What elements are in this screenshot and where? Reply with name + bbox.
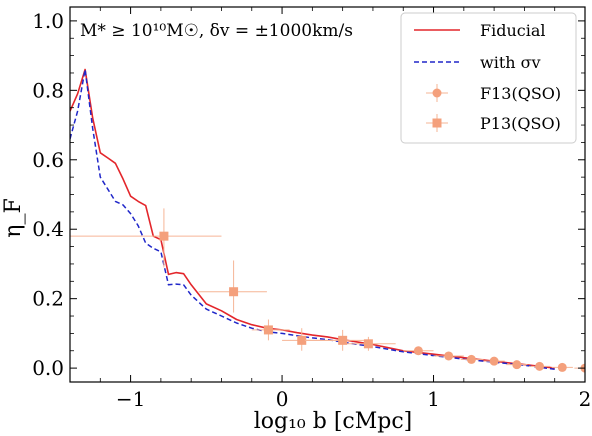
- legend-box: [400, 12, 577, 144]
- y-axis-title: η_F: [1, 198, 26, 237]
- data-point-p13: [263, 325, 273, 335]
- data-point-f13: [444, 351, 454, 361]
- legend: Fiducial with σv F13(QSO) P13(QSO): [400, 12, 577, 144]
- legend-marker-p13: [432, 118, 442, 128]
- legend-label-fiducial: Fiducial: [480, 21, 546, 40]
- data-point-p13: [363, 339, 373, 349]
- y-tick-label: 0.8: [32, 78, 64, 102]
- annotation-text: M* ≥ 10¹⁰M☉, δv = ±1000km/s: [80, 21, 353, 41]
- x-axis-title: log₁₀ b [cMpc]: [254, 409, 413, 434]
- legend-marker-f13: [432, 88, 442, 98]
- x-tick-label: 0: [276, 387, 289, 411]
- y-tick-label: 0.6: [32, 148, 64, 172]
- legend-label-with-sigma: with σv: [480, 53, 541, 72]
- data-point-p13: [338, 335, 348, 345]
- series-layer: [70, 68, 555, 370]
- data-point-f13: [489, 356, 499, 366]
- data-point-f13: [535, 361, 545, 371]
- x-tick-label: 1: [427, 387, 440, 411]
- data-point-f13: [466, 354, 476, 364]
- data-point-f13: [557, 362, 567, 372]
- series-line-fiducial: [70, 68, 555, 369]
- data-point-f13: [413, 346, 423, 356]
- x-tick-label: −1: [116, 387, 145, 411]
- series-line-with-sigma: [70, 68, 555, 370]
- ticks-layer: −1 0 1 2 0.0 0.2 0.4 0.6 0.8 1.0: [32, 7, 591, 411]
- legend-label-p13: P13(QSO): [480, 114, 561, 133]
- y-tick-label: 1.0: [32, 9, 64, 33]
- data-point-p13: [229, 287, 239, 297]
- data-point-p13: [297, 335, 307, 345]
- y-tick-label: 0.0: [32, 356, 64, 380]
- x-tick-label: 2: [579, 387, 592, 411]
- data-point-f13: [512, 360, 522, 370]
- data-point-p13: [159, 231, 169, 241]
- observations-layer: [70, 208, 585, 373]
- y-tick-label: 0.2: [32, 287, 64, 311]
- y-tick-label: 0.4: [32, 217, 64, 241]
- legend-label-f13: F13(QSO): [480, 84, 561, 103]
